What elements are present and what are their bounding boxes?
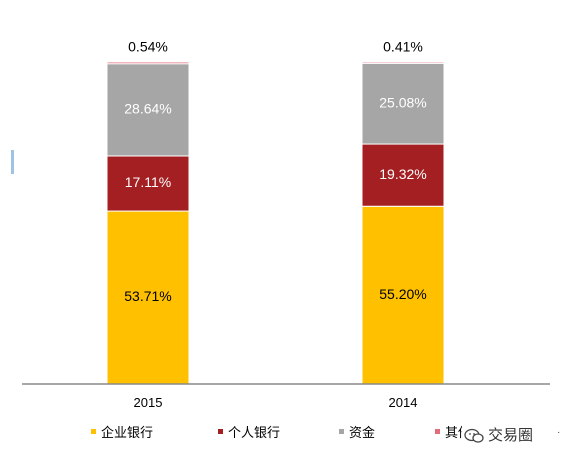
data-label-other-2015: 0.54% [128, 39, 168, 55]
legend-swatch-treasury [339, 429, 344, 434]
bar-personal-2015 [106, 155, 190, 212]
wechat-icon [464, 428, 484, 443]
left-edge-marker [11, 150, 14, 174]
legend-swatch-other [435, 429, 440, 434]
legend-label-enterprise: 企业银行 [101, 425, 153, 440]
data-label-treasury-2014: 25.08% [379, 94, 426, 110]
data-label-enterprise-2014: 55.20% [379, 286, 426, 302]
watermark-text: 交易圈 [488, 426, 533, 444]
bar-enterprise-2015 [106, 210, 190, 385]
bar-personal-2014 [361, 143, 445, 207]
x-tick-label-2015: 2015 [134, 395, 163, 410]
legend-label-personal: 个人银行 [228, 425, 280, 440]
data-label-treasury-2015: 28.64% [124, 101, 171, 117]
data-label-personal-2015: 17.11% [125, 174, 171, 190]
x-tick-label-2014: 2014 [389, 395, 418, 410]
bar-other-2015 [106, 61, 190, 65]
legend-label-treasury: 资金 [349, 425, 375, 440]
data-label-enterprise-2015: 53.71% [124, 288, 171, 304]
bar-other-2014 [361, 61, 445, 64]
data-label-other-2014: 0.41% [383, 39, 423, 55]
watermark-dot: · [557, 427, 560, 438]
legend-swatch-personal [218, 429, 223, 434]
legend: 企业银行 个人银行 资金 其他 [91, 425, 471, 440]
bar-treasury-2014 [361, 62, 445, 145]
watermark: 交易圈 · [462, 424, 562, 446]
bar-enterprise-2014 [361, 205, 445, 385]
data-label-personal-2014: 19.32% [379, 166, 426, 182]
legend-swatch-enterprise [91, 429, 96, 434]
